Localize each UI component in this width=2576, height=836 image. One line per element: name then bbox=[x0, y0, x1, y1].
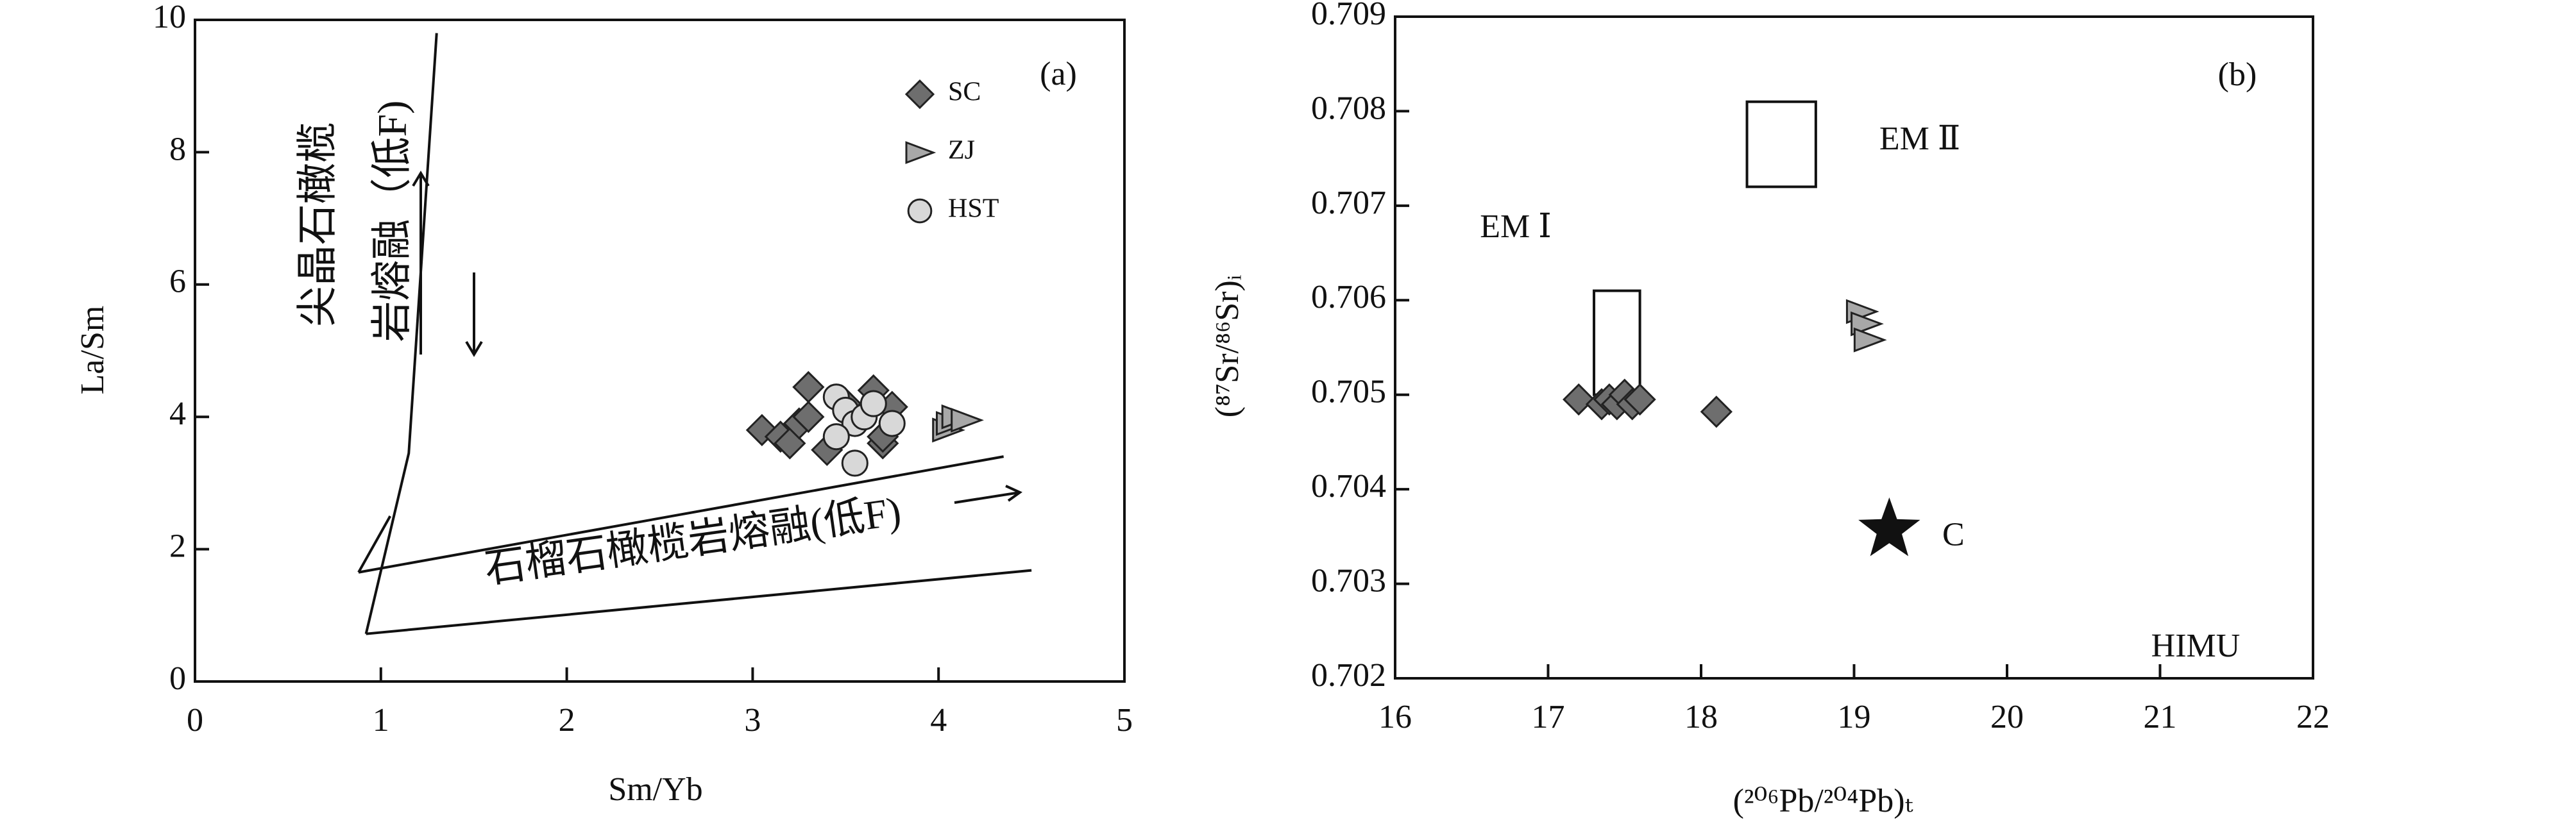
point bbox=[951, 407, 984, 433]
annotation: EM Ⅰ bbox=[1480, 208, 1552, 245]
point bbox=[822, 423, 850, 451]
y-tick-label: 0.708 bbox=[1311, 90, 1386, 126]
point bbox=[1700, 396, 1733, 428]
x-tick-label: 3 bbox=[744, 702, 761, 739]
arrow bbox=[465, 272, 483, 357]
y-tick-label: 0 bbox=[169, 660, 186, 697]
x-tick-label: 21 bbox=[2144, 699, 2177, 735]
y-tick-label: 0.709 bbox=[1311, 0, 1386, 32]
y-tick-label: 10 bbox=[153, 0, 186, 35]
arrows bbox=[412, 171, 1022, 504]
y-tick-label: 2 bbox=[169, 528, 186, 565]
point bbox=[792, 401, 825, 433]
y-tick-label: 0.707 bbox=[1311, 185, 1386, 221]
x-axis-title: (²⁰⁶Pb/²⁰⁴Pb)ₜ bbox=[1733, 783, 1913, 819]
panel-label: (b) bbox=[2218, 56, 2257, 93]
point bbox=[1858, 497, 1920, 556]
point bbox=[1623, 383, 1656, 416]
legend-label: HST bbox=[948, 194, 999, 224]
x-tick-label: 2 bbox=[559, 702, 575, 739]
y-tick-label: 0.705 bbox=[1311, 374, 1386, 410]
legend-label: SC bbox=[948, 78, 981, 107]
point bbox=[792, 371, 825, 403]
x-tick-label: 17 bbox=[1532, 699, 1565, 735]
arrow bbox=[954, 485, 1022, 504]
legend-label: ZJ bbox=[948, 136, 975, 165]
panel-label: (a) bbox=[1040, 56, 1077, 92]
legend-marker bbox=[904, 79, 935, 110]
legend-marker bbox=[907, 198, 933, 224]
y-tick-label: 0.706 bbox=[1311, 279, 1386, 315]
x-tick-label: 16 bbox=[1378, 699, 1412, 735]
y-tick-label: 4 bbox=[169, 396, 186, 432]
y-tick-label: 0.702 bbox=[1311, 657, 1386, 694]
reference-field bbox=[1593, 289, 1641, 396]
plot-frame bbox=[194, 19, 1126, 683]
y-tick-label: 0.703 bbox=[1311, 563, 1386, 599]
y-tick-label: 8 bbox=[169, 131, 186, 167]
trend-line bbox=[357, 515, 392, 573]
annotation: EM Ⅱ bbox=[1879, 121, 1960, 157]
x-tick-label: 22 bbox=[2296, 699, 2330, 735]
y-axis-title: La/Sm bbox=[74, 306, 111, 395]
x-tick-label: 0 bbox=[187, 702, 203, 739]
trend-line bbox=[358, 455, 1004, 574]
x-tick-label: 19 bbox=[1838, 699, 1871, 735]
x-tick-label: 1 bbox=[373, 702, 389, 739]
point bbox=[878, 410, 906, 437]
x-tick-label: 4 bbox=[930, 702, 947, 739]
point bbox=[860, 390, 887, 417]
x-tick-label: 18 bbox=[1684, 699, 1718, 735]
annotation: HIMU bbox=[2151, 628, 2241, 664]
annotation: 岩熔融（低F) bbox=[369, 101, 415, 342]
point bbox=[1851, 311, 1884, 337]
reference-field bbox=[1745, 100, 1817, 188]
point bbox=[1563, 383, 1595, 416]
annotation: 尖晶石橄榄 bbox=[295, 122, 341, 327]
y-tick-label: 0.704 bbox=[1311, 468, 1386, 505]
annotation: 石榴石橄榄岩熔融(低F) bbox=[482, 489, 904, 592]
y-tick-label: 6 bbox=[169, 263, 186, 300]
x-tick-label: 20 bbox=[1990, 699, 2024, 735]
x-axis-title: Sm/Yb bbox=[608, 771, 702, 808]
trend-line bbox=[366, 569, 1032, 635]
trend-line bbox=[364, 33, 438, 635]
x-tick-label: 5 bbox=[1116, 702, 1133, 739]
point bbox=[1853, 327, 1887, 353]
legend-marker bbox=[905, 141, 936, 164]
point bbox=[841, 449, 869, 477]
point-label: C bbox=[1942, 516, 1965, 553]
y-axis-title: (⁸⁷Sr/⁸⁶Sr)ᵢ bbox=[1209, 274, 1246, 417]
